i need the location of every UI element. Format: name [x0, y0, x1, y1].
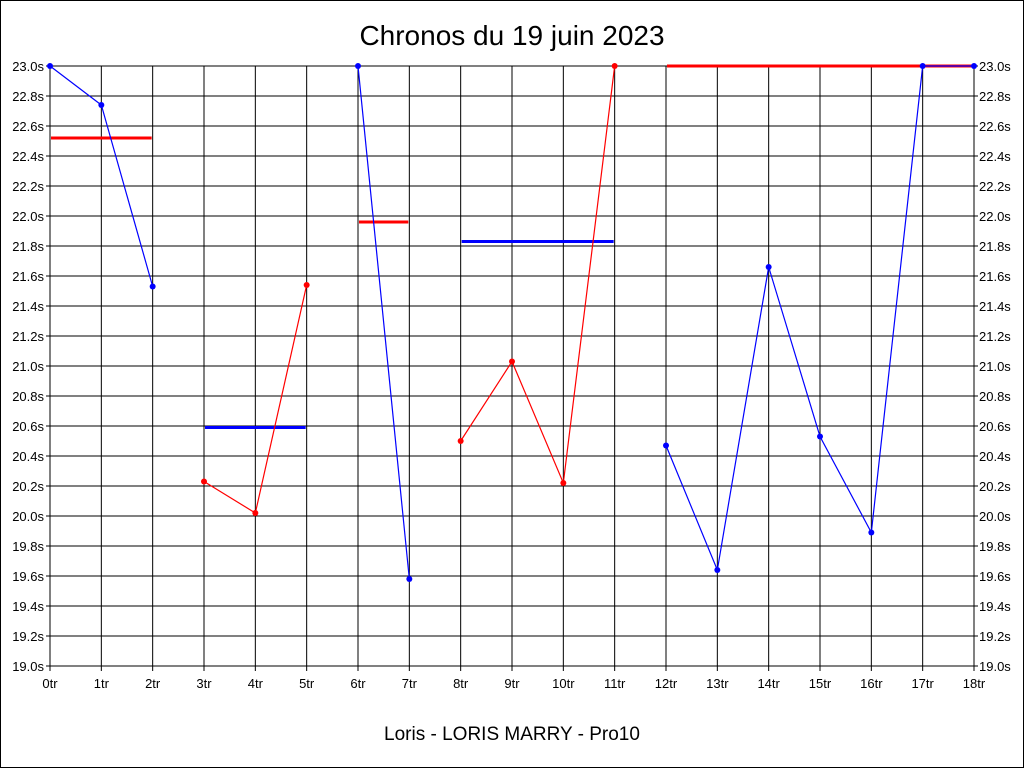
x-tick-label: 10tr	[552, 676, 575, 691]
y-tick-label-right: 22.0s	[979, 209, 1011, 224]
x-tick-label: 13tr	[706, 676, 729, 691]
x-tick-label: 2tr	[145, 676, 161, 691]
y-tick-label-left: 20.0s	[12, 509, 44, 524]
y-tick-label-left: 22.2s	[12, 179, 44, 194]
y-axis-right-labels: 19.0s 19.2s 19.4s 19.6s 19.8s 20.0s 20.2s 20.4s…	[979, 59, 1011, 674]
data-point	[406, 576, 413, 582]
y-tick-label-right: 19.8s	[979, 539, 1011, 554]
data-point	[457, 438, 464, 444]
y-tick-label-right: 20.6s	[979, 419, 1011, 434]
grid	[46, 65, 978, 671]
data-point	[47, 63, 53, 69]
data-point	[714, 567, 721, 573]
x-tick-label: 16tr	[860, 676, 883, 691]
data-point	[98, 102, 105, 108]
x-tick-label: 7tr	[402, 676, 418, 691]
y-tick-label-right: 23.0s	[979, 59, 1011, 74]
y-tick-label-right: 20.4s	[979, 449, 1011, 464]
data-point	[303, 282, 310, 288]
y-tick-label-right: 19.6s	[979, 569, 1011, 584]
y-tick-label-left: 20.2s	[12, 479, 44, 494]
series-line	[357, 65, 410, 580]
data-point	[919, 63, 926, 69]
y-tick-label-left: 21.2s	[12, 329, 44, 344]
x-tick-label: 3tr	[196, 676, 212, 691]
y-tick-label-left: 21.6s	[12, 269, 44, 284]
x-axis-labels: 0tr 1tr 2tr 3tr 4tr 5tr 6tr 7tr 8tr 9tr 10tr 11tr 12…	[42, 676, 985, 691]
x-tick-label: 9tr	[504, 676, 520, 691]
y-tick-label-right: 22.8s	[979, 89, 1011, 104]
y-tick-label-left: 20.6s	[12, 419, 44, 434]
x-tick-label: 4tr	[248, 676, 264, 691]
x-tick-label: 6tr	[350, 676, 366, 691]
y-tick-label-left: 19.0s	[12, 659, 44, 674]
y-tick-label-left: 21.0s	[12, 359, 44, 374]
y-tick-label-left: 22.8s	[12, 89, 44, 104]
data-points	[47, 63, 977, 582]
y-tick-label-right: 22.4s	[979, 149, 1011, 164]
y-tick-label-right: 19.2s	[979, 629, 1011, 644]
y-tick-label-right: 20.0s	[979, 509, 1011, 524]
x-tick-label: 12tr	[655, 676, 678, 691]
y-tick-label-right: 20.2s	[979, 479, 1011, 494]
x-tick-label: 0tr	[42, 676, 58, 691]
y-tick-label-left: 22.4s	[12, 149, 44, 164]
series-line	[460, 65, 616, 486]
y-tick-label-right: 19.0s	[979, 659, 1011, 674]
y-tick-label-right: 21.2s	[979, 329, 1011, 344]
y-tick-label-right: 22.2s	[979, 179, 1011, 194]
data-point	[817, 433, 823, 440]
y-tick-label-right: 21.4s	[979, 299, 1011, 314]
y-tick-label-left: 20.4s	[12, 449, 44, 464]
y-tick-label-right: 21.6s	[979, 269, 1011, 284]
data-point	[971, 63, 977, 69]
y-tick-label-left: 22.6s	[12, 119, 44, 134]
x-tick-label: 8tr	[453, 676, 469, 691]
y-tick-label-right: 21.0s	[979, 359, 1011, 374]
data-point	[149, 283, 156, 290]
y-tick-label-right: 19.4s	[979, 599, 1011, 614]
y-tick-label-left: 19.4s	[12, 599, 44, 614]
y-tick-label-left: 19.6s	[12, 569, 44, 584]
y-tick-label-right: 21.8s	[979, 239, 1011, 254]
x-tick-label: 5tr	[299, 676, 315, 691]
y-tick-label-right: 22.6s	[979, 119, 1011, 134]
data-point	[868, 529, 875, 536]
y-tick-label-left: 19.2s	[12, 629, 44, 644]
y-axis-left-labels: 19.0s 19.2s 19.4s 19.6s 19.8s 20.0s 20.2s 20.4s…	[12, 59, 44, 674]
y-tick-label-left: 21.8s	[12, 239, 44, 254]
data-point	[765, 264, 772, 270]
y-tick-label-left: 20.8s	[12, 389, 44, 404]
x-tick-label: 15tr	[809, 676, 832, 691]
x-tick-label: 11tr	[604, 676, 626, 691]
y-tick-label-left: 21.4s	[12, 299, 44, 314]
x-tick-label: 14tr	[757, 676, 780, 691]
data-point	[201, 478, 207, 485]
data-point	[611, 63, 618, 69]
y-tick-label-left: 19.8s	[12, 539, 44, 554]
y-tick-label-left: 23.0s	[12, 59, 44, 74]
data-point	[355, 63, 361, 69]
x-tick-label: 1tr	[94, 676, 110, 691]
data-point	[560, 480, 567, 486]
chart-caption: Loris - LORIS MARRY - Pro10	[384, 724, 640, 745]
x-tick-label: 18tr	[963, 676, 986, 691]
y-tick-label-left: 22.0s	[12, 209, 44, 224]
data-point	[509, 358, 515, 365]
y-tick-label-right: 20.8s	[979, 389, 1011, 404]
x-tick-label: 17tr	[911, 676, 934, 691]
chart-title: Chronos du 19 juin 2023	[359, 20, 664, 51]
data-point	[663, 442, 669, 449]
data-point	[252, 510, 259, 516]
